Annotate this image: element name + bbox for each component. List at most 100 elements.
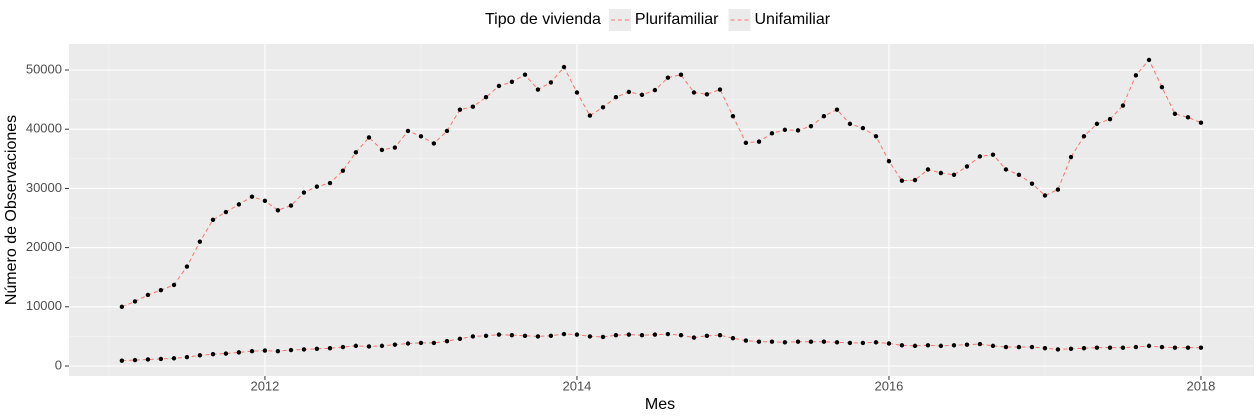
point	[262, 198, 268, 204]
point	[249, 349, 255, 354]
point	[496, 83, 502, 89]
point	[483, 95, 489, 100]
point	[1003, 344, 1009, 350]
point	[392, 145, 398, 150]
point	[912, 343, 918, 349]
point	[860, 125, 866, 131]
point	[1081, 134, 1087, 139]
point	[1146, 57, 1152, 63]
point	[678, 72, 684, 77]
series-line	[121, 59, 1202, 308]
point	[275, 349, 281, 354]
point	[158, 356, 164, 362]
point	[522, 72, 528, 77]
x-tick-label: 2014	[562, 378, 591, 393]
y-axis-title: Número de Observaciones	[3, 115, 20, 305]
point	[119, 304, 125, 310]
point	[1133, 344, 1139, 350]
point	[1094, 345, 1100, 350]
grid: 0 10000 20000 30000 40000 50000 2012 2014 2016 20…	[26, 44, 1254, 393]
point	[366, 135, 372, 140]
point	[119, 358, 125, 363]
point	[808, 124, 814, 129]
point	[431, 141, 437, 146]
point	[418, 340, 424, 346]
point	[457, 107, 463, 112]
point	[587, 334, 593, 339]
point	[1003, 167, 1009, 172]
point	[535, 334, 541, 339]
point	[821, 339, 827, 344]
point	[483, 333, 489, 339]
point	[366, 344, 372, 349]
point	[457, 336, 463, 341]
point	[1198, 345, 1204, 350]
point	[496, 332, 502, 337]
point	[678, 333, 684, 338]
point	[613, 333, 619, 338]
point	[470, 104, 476, 109]
point	[1107, 345, 1113, 350]
point	[379, 343, 385, 349]
point	[743, 140, 749, 146]
point	[184, 264, 190, 269]
point	[236, 350, 242, 355]
point	[847, 340, 853, 346]
point	[886, 158, 892, 164]
point	[821, 113, 827, 119]
point	[639, 92, 645, 98]
point	[795, 339, 801, 344]
point	[132, 299, 138, 304]
point	[470, 334, 476, 339]
point	[925, 343, 931, 348]
point	[782, 340, 788, 345]
point	[951, 172, 957, 177]
point	[522, 333, 528, 339]
point	[600, 105, 606, 110]
point	[990, 343, 996, 349]
point	[418, 134, 424, 139]
point	[769, 131, 775, 136]
y-tick-label: 50000	[26, 61, 62, 76]
point	[860, 340, 866, 346]
point	[899, 343, 905, 348]
point	[600, 334, 606, 340]
point	[626, 89, 632, 95]
point	[704, 92, 710, 97]
point	[574, 90, 580, 95]
point	[223, 209, 229, 215]
point	[574, 332, 580, 337]
point	[795, 128, 801, 133]
point	[561, 331, 567, 337]
point	[1068, 346, 1074, 352]
point	[132, 357, 138, 363]
x-tick-label: 2018	[1186, 378, 1215, 393]
point	[1042, 346, 1048, 351]
point	[1042, 193, 1048, 198]
point	[314, 346, 320, 352]
point	[197, 239, 203, 244]
point	[379, 147, 385, 153]
point	[652, 332, 658, 337]
point	[847, 121, 853, 127]
y-tick-label: 30000	[26, 180, 62, 195]
point	[145, 292, 151, 298]
x-tick-label: 2016	[874, 378, 903, 393]
point	[210, 217, 216, 222]
point	[886, 341, 892, 346]
point	[275, 208, 281, 213]
point	[834, 340, 840, 345]
point	[977, 154, 983, 159]
point	[561, 64, 567, 70]
point	[184, 354, 190, 360]
x-axis-title: Mes	[645, 396, 675, 413]
y-tick-label: 20000	[26, 239, 62, 254]
point	[1120, 345, 1126, 350]
y-tick-label: 10000	[26, 298, 62, 313]
point	[1185, 345, 1191, 350]
point	[1016, 172, 1022, 177]
point	[938, 170, 944, 176]
point	[158, 288, 164, 293]
